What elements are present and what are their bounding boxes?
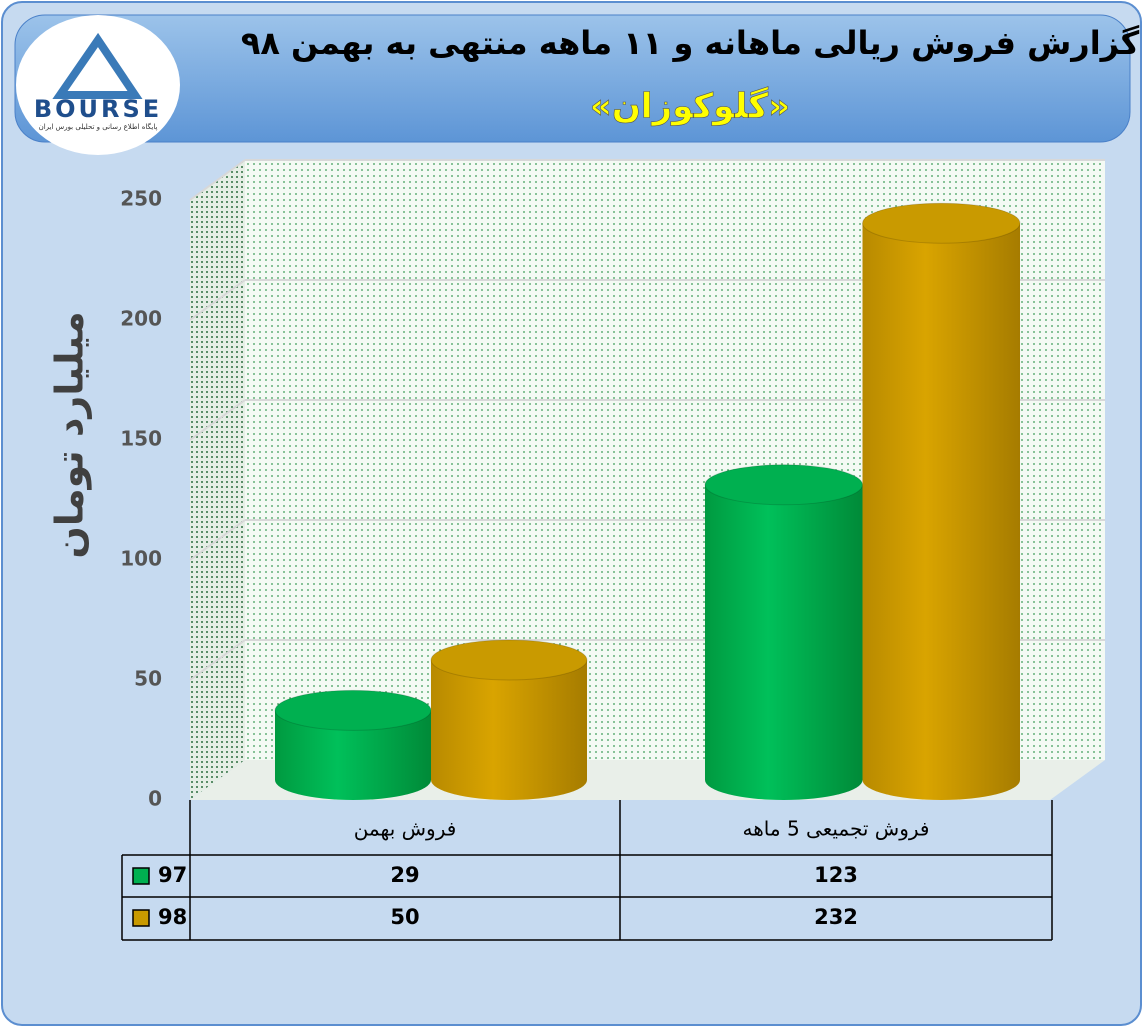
bar-body	[431, 660, 587, 800]
y-axis-title: میلیارد تومان	[48, 311, 92, 558]
x-tick-label: فروش تجمیعی 5 ماهه	[743, 817, 930, 841]
bar-body	[275, 710, 431, 800]
logo-icon	[52, 32, 143, 99]
y-tick-label: 100	[120, 547, 162, 571]
bar	[430, 639, 588, 800]
y-tick-label: 150	[120, 427, 162, 451]
table-cell: 232	[814, 905, 858, 929]
chart-title: گزارش فروش ریالی ماهانه و ۱۱ ماهه منتهی …	[241, 24, 1140, 62]
table-cell: 123	[814, 863, 858, 887]
bar-top	[704, 464, 863, 506]
table-cell: 29	[390, 863, 419, 887]
legend-key	[132, 867, 150, 885]
grid-line	[189, 639, 246, 681]
grid-line	[189, 279, 246, 321]
grid-line	[189, 159, 246, 201]
y-tick-label: 50	[134, 667, 162, 691]
y-tick-label: 250	[120, 187, 162, 211]
side-wall	[190, 160, 245, 800]
bar	[274, 689, 432, 800]
x-tick-label: فروش بهمن	[354, 817, 457, 841]
bar	[862, 202, 1021, 800]
table-cell: 50	[390, 905, 419, 929]
logo-badge	[16, 15, 180, 155]
chart-subtitle: «گلوکوزان»	[590, 87, 790, 127]
logo-name: BOURSE	[34, 95, 162, 123]
bar	[704, 464, 863, 800]
legend-key	[132, 909, 150, 927]
grid-line	[189, 399, 246, 441]
logo-tagline: پایگاه اطلاع رسانی و تحلیلی بورس ایران	[39, 122, 158, 131]
grid-line	[189, 519, 246, 561]
bar-top	[274, 689, 432, 731]
data-table	[121, 800, 1053, 941]
bar-body	[862, 223, 1020, 800]
y-tick-label: 0	[148, 787, 162, 811]
bar-body	[705, 484, 863, 800]
header	[14, 14, 1131, 143]
legend-label: 97	[158, 863, 187, 887]
y-tick-label: 200	[120, 307, 162, 331]
bar-top	[430, 639, 588, 681]
bar-top	[862, 202, 1021, 244]
legend-label: 98	[158, 905, 187, 929]
